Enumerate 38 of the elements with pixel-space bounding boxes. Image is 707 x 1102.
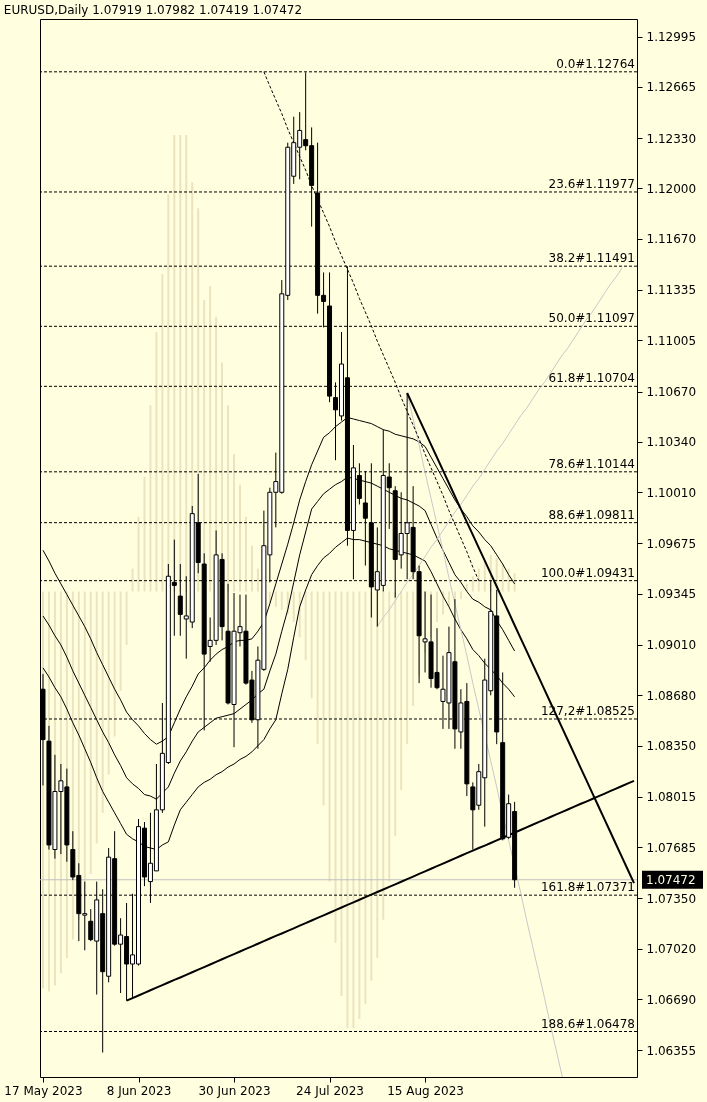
- x-tick-label: 8 Jun 2023: [106, 1083, 172, 1098]
- y-tick-label: 1.09010: [646, 638, 697, 653]
- y-tick-label: 1.12330: [646, 131, 697, 146]
- y-tick-label: 1.09345: [646, 587, 697, 602]
- y-tick-label: 1.12995: [646, 30, 697, 45]
- ref-line-label: 78.6#1.10144: [548, 456, 635, 471]
- y-tick-label: 1.07350: [646, 891, 697, 906]
- ref-line-label: 38.2#1.11491: [548, 251, 635, 266]
- y-tick-label: 1.11670: [646, 232, 697, 247]
- y-tick-label: 1.12665: [646, 80, 697, 95]
- ref-line-label: 1.07472: [646, 872, 696, 887]
- y-tick-label: 1.07685: [646, 840, 697, 855]
- chart-title: EURUSD,Daily 1.07919 1.07982 1.07419 1.07472: [3, 3, 303, 17]
- y-tick-label: 1.11005: [646, 333, 697, 348]
- y-tick-label: 1.08350: [646, 739, 697, 754]
- y-tick-label: 1.10010: [646, 485, 697, 500]
- ref-line-label: 50.0#1.11097: [548, 311, 635, 326]
- y-tick-label: 1.08680: [646, 688, 697, 703]
- y-tick-label: 1.06690: [646, 992, 697, 1007]
- ref-line-label: 88.6#1.09811: [548, 507, 635, 522]
- y-tick-label: 1.06355: [646, 1043, 697, 1058]
- ref-line-label: 61.8#1.10704: [548, 371, 635, 386]
- ref-line-label: 161.8#1.07371: [540, 880, 635, 895]
- x-tick-label: 30 Jun 2023: [198, 1083, 271, 1098]
- x-tick-label: 15 Aug 2023: [387, 1083, 464, 1098]
- y-tick-label: 1.10670: [646, 385, 697, 400]
- ref-line-label: 188.6#1.06478: [540, 1016, 635, 1031]
- y-tick-label: 1.12000: [646, 181, 697, 196]
- y-tick-label: 1.07020: [646, 942, 697, 957]
- y-tick-label: 1.08015: [646, 790, 697, 805]
- ref-line-label: 0.0#1.12764: [556, 56, 635, 71]
- x-tick-label: 24 Jul 2023: [296, 1083, 365, 1098]
- ref-line-label: 100.0#1.09431: [540, 565, 635, 580]
- y-tick-label: 1.10340: [646, 435, 697, 450]
- ref-line-label: 23.6#1.11977: [548, 176, 635, 191]
- y-tick-label: 1.09675: [646, 536, 697, 551]
- y-tick-label: 1.11335: [646, 283, 697, 298]
- x-tick-label: 17 May 2023: [4, 1083, 83, 1098]
